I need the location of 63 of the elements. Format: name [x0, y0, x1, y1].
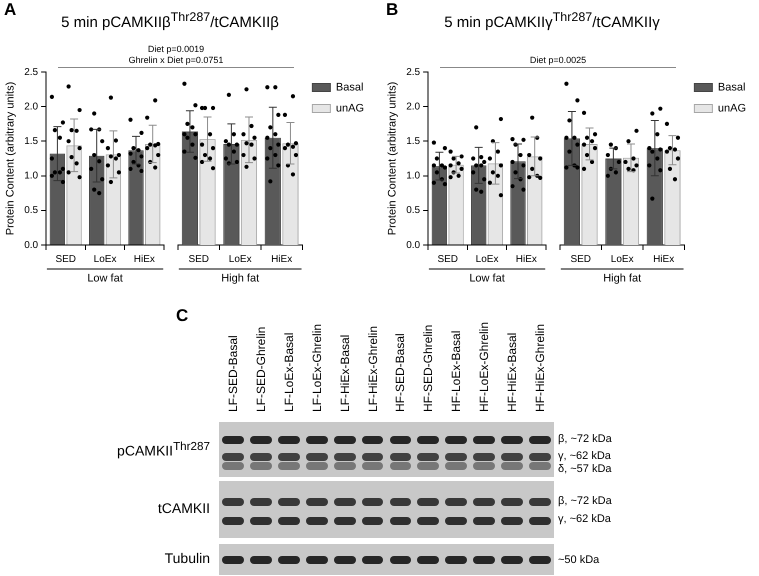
y-tick-label: 2.5: [24, 66, 39, 78]
category-label: HF-SED-Ghrelin: [421, 324, 436, 412]
legend-label: Basal: [336, 82, 364, 94]
text: β, ~72 kDa: [558, 433, 612, 445]
x-tick-label: SED: [55, 254, 76, 265]
text: B: [386, 0, 398, 20]
category-label: LF-LoEx-Ghrelin: [310, 322, 324, 412]
text: δ, ~57 kDa: [558, 463, 612, 475]
y-tick-label: 2.0: [406, 101, 421, 112]
y-tick-label: 2.5: [406, 66, 421, 78]
x-tick-label: LoEx: [610, 254, 634, 265]
category-label: LF-LoEx-Basal: [282, 332, 296, 412]
x-tick-label: HiEx: [653, 254, 674, 265]
category-label: LF-HiEx-Ghrelin: [366, 324, 380, 412]
x-tick-label: HiEx: [516, 254, 537, 265]
legend-label: Basal: [718, 82, 746, 94]
text: γ, ~62 kDa: [558, 513, 611, 525]
category-label: LF-SED-Basal: [226, 334, 240, 412]
legend-label: unAG: [336, 102, 364, 115]
category-label: HF-LoEx-Ghrelin: [477, 320, 492, 412]
x-tick-label: SED: [570, 254, 592, 265]
text: C: [176, 306, 188, 326]
text: A: [4, 0, 16, 20]
y-tick-label: 1.5: [406, 136, 421, 147]
chart-title: 5 min pCAMKIIβ$^{Thr287}$/tCAMKIIβ: [60, 10, 280, 31]
category-label: HF-LoEx-Basal: [449, 330, 464, 412]
x-tick-label: LoEx: [476, 254, 498, 265]
chart-title: 5 min pCAMKIIγ$^{Thr287}$/tCAMKIIγ: [443, 10, 661, 31]
y-tick-label: 0.5: [24, 205, 39, 216]
category-label: tCAMKII: [158, 500, 210, 516]
x-axis-title: Low fat: [87, 272, 123, 285]
category-label: pCAMKII$^{Thr287}$: [117, 440, 210, 458]
legend-label: unAG: [718, 102, 746, 115]
y-axis-title: Protein Content (arbitrary units): [386, 82, 399, 236]
x-tick-label: HiEx: [271, 254, 292, 265]
text: β, ~72 kDa: [558, 495, 612, 507]
text: γ, ~62 kDa: [558, 450, 611, 462]
x-tick-label: LoEx: [94, 254, 116, 265]
text: Ghrelin x Diet p=0.0751: [128, 55, 224, 66]
text: Diet p=0.0025: [528, 55, 588, 66]
category-label: LF-SED-Ghrelin: [254, 326, 268, 412]
y-tick-label: 1.0: [24, 170, 39, 182]
category-label: HF-HiEx-Basal: [505, 332, 520, 412]
y-tick-label: 0.0: [24, 240, 39, 251]
category-label: LF-HiEx-Basal: [338, 334, 352, 412]
category-label: HF-SED-Basal: [393, 332, 408, 412]
x-tick-label: LoEx: [228, 254, 252, 265]
category-label: Tubulin: [164, 550, 210, 566]
x-axis-title: High fat: [221, 272, 260, 285]
text: ~50 kDa: [558, 554, 600, 566]
y-tick-label: 0.0: [406, 240, 421, 251]
y-tick-label: 2.0: [24, 101, 39, 112]
x-tick-label: SED: [437, 254, 458, 265]
x-tick-label: HiEx: [134, 254, 155, 265]
x-tick-label: SED: [188, 254, 210, 265]
y-tick-label: 0.5: [406, 205, 421, 216]
y-tick-label: 1.0: [406, 170, 421, 182]
x-axis-title: High fat: [603, 272, 642, 285]
category-label: HF-HiEx-Ghrelin: [533, 322, 548, 412]
x-axis-title: Low fat: [469, 272, 505, 285]
y-tick-label: 1.5: [24, 136, 39, 147]
text: Diet p=0.0019: [146, 44, 206, 55]
y-axis-title: Protein Content (arbitrary units): [4, 82, 17, 236]
